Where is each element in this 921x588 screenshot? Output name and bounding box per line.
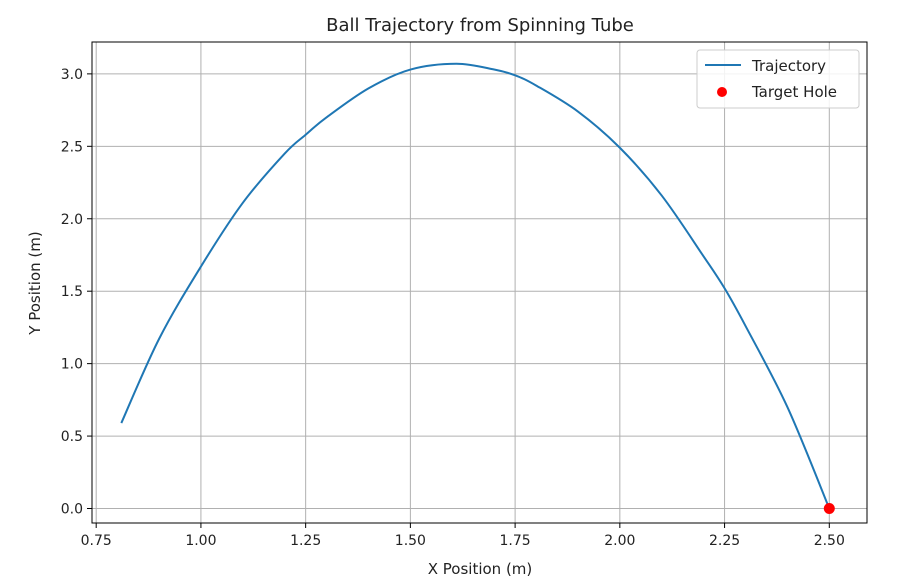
y-tick-label: 1.0 [61, 357, 83, 373]
y-axis-title: Y Position (m) [26, 231, 44, 335]
trajectory-line [120, 62, 831, 509]
legend-swatch-target-hole [717, 87, 727, 97]
plot-series [120, 62, 835, 515]
y-tick-label: 0.5 [61, 429, 83, 445]
chart-title: Ball Trajectory from Spinning Tube [326, 15, 634, 36]
y-tick-label: 2.5 [61, 139, 83, 155]
x-axis-title: X Position (m) [428, 560, 533, 578]
y-tick-label: 3.0 [61, 67, 83, 83]
x-tick-label: 2.50 [814, 533, 845, 549]
x-tick-label: 1.00 [185, 533, 216, 549]
y-tick-label: 0.0 [61, 502, 83, 518]
x-tick-label: 2.00 [604, 533, 635, 549]
x-tick-label: 1.75 [500, 533, 531, 549]
legend: Trajectory Target Hole [696, 49, 860, 109]
legend-label-trajectory: Trajectory [751, 57, 826, 75]
x-tick-label: 1.25 [290, 533, 321, 549]
grid [92, 42, 867, 523]
y-axis: 0.0 0.5 1.0 1.5 2.0 2.5 3.0 [61, 67, 92, 518]
x-tick-label: 1.50 [395, 533, 426, 549]
y-tick-label: 2.0 [61, 212, 83, 228]
target-hole-point [823, 503, 835, 515]
x-axis: 0.75 1.00 1.25 1.50 1.75 2.00 2.25 2.50 [81, 523, 845, 549]
plot-frame [91, 41, 868, 524]
legend-label-target-hole: Target Hole [751, 83, 837, 101]
y-tick-label: 1.5 [61, 284, 83, 300]
x-tick-label: 0.75 [81, 533, 112, 549]
x-tick-label: 2.25 [709, 533, 740, 549]
